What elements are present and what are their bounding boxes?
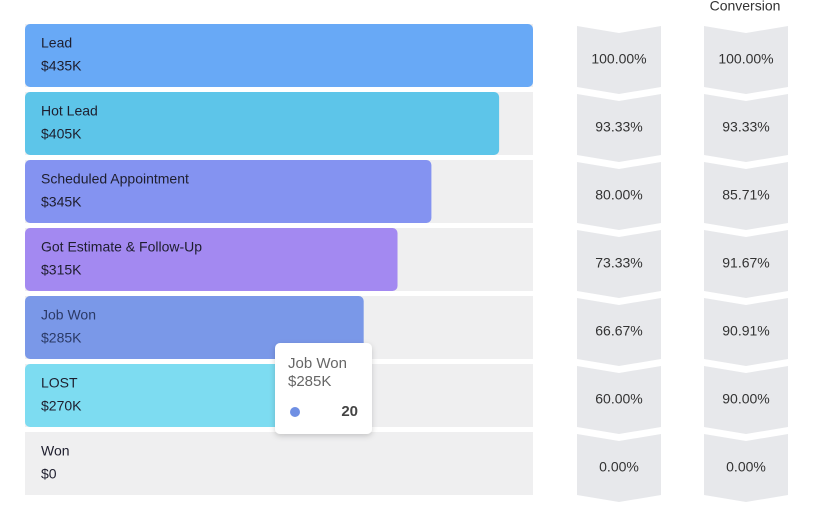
percent-label: 73.33% — [595, 255, 642, 271]
conversion-chevron — [704, 94, 788, 162]
percent-chevron — [577, 366, 661, 434]
percent-label: 0.00% — [599, 459, 639, 475]
stage-name: Won — [41, 443, 70, 459]
conversion-label: 91.67% — [722, 255, 769, 271]
stage-amount: $0 — [41, 466, 57, 482]
percent-label: 66.67% — [595, 323, 642, 339]
stage-amount: $285K — [41, 330, 82, 346]
stage-amount: $315K — [41, 262, 82, 278]
conversion-title: Conversion — [710, 0, 781, 14]
stage-amount: $405K — [41, 126, 82, 142]
percent-label: 80.00% — [595, 187, 642, 203]
percent-chevron — [577, 230, 661, 298]
tooltip: Job Won $285K 20 — [275, 343, 372, 434]
bar — [25, 228, 398, 291]
tooltip-value: 20 — [341, 403, 358, 420]
conversion-chevron — [704, 26, 788, 94]
bar — [25, 364, 330, 427]
percent-label: 93.33% — [595, 119, 642, 135]
percent-label: 100.00% — [591, 51, 646, 67]
percent-chevron — [577, 94, 661, 162]
tooltip-title: Job Won — [288, 355, 347, 372]
conversion-label: 85.71% — [722, 187, 769, 203]
conversion-chevron — [704, 162, 788, 230]
stage-amount: $270K — [41, 398, 82, 414]
row-background — [25, 432, 533, 495]
conversion-label: 0.00% — [726, 459, 766, 475]
percent-chevron — [577, 26, 661, 94]
bar — [25, 24, 533, 87]
bar — [25, 160, 432, 223]
stage-name: Hot Lead — [41, 103, 98, 119]
stage-name: Got Estimate & Follow-Up — [41, 239, 202, 255]
bar — [25, 92, 500, 155]
percent-label: 60.00% — [595, 391, 642, 407]
tooltip-dot — [290, 407, 300, 417]
conversion-label: 90.91% — [722, 323, 769, 339]
conversion-label: 93.33% — [722, 119, 769, 135]
stage-name: LOST — [41, 375, 78, 391]
stage-amount: $345K — [41, 194, 82, 210]
conversion-chevron — [704, 366, 788, 434]
tooltip-subtitle: $285K — [288, 373, 331, 390]
conversion-chevron — [704, 298, 788, 366]
percent-chevron — [577, 162, 661, 230]
conversion-label: 90.00% — [722, 391, 769, 407]
stage-name: Lead — [41, 35, 72, 51]
conversion-chevron — [704, 230, 788, 298]
percent-chevron — [577, 298, 661, 366]
stage-name: Job Won — [41, 307, 96, 323]
conversion-label: 100.00% — [718, 51, 773, 67]
stage-amount: $435K — [41, 58, 82, 74]
stage-name: Scheduled Appointment — [41, 171, 189, 187]
conversion-chevron — [704, 434, 788, 502]
percent-chevron — [577, 434, 661, 502]
